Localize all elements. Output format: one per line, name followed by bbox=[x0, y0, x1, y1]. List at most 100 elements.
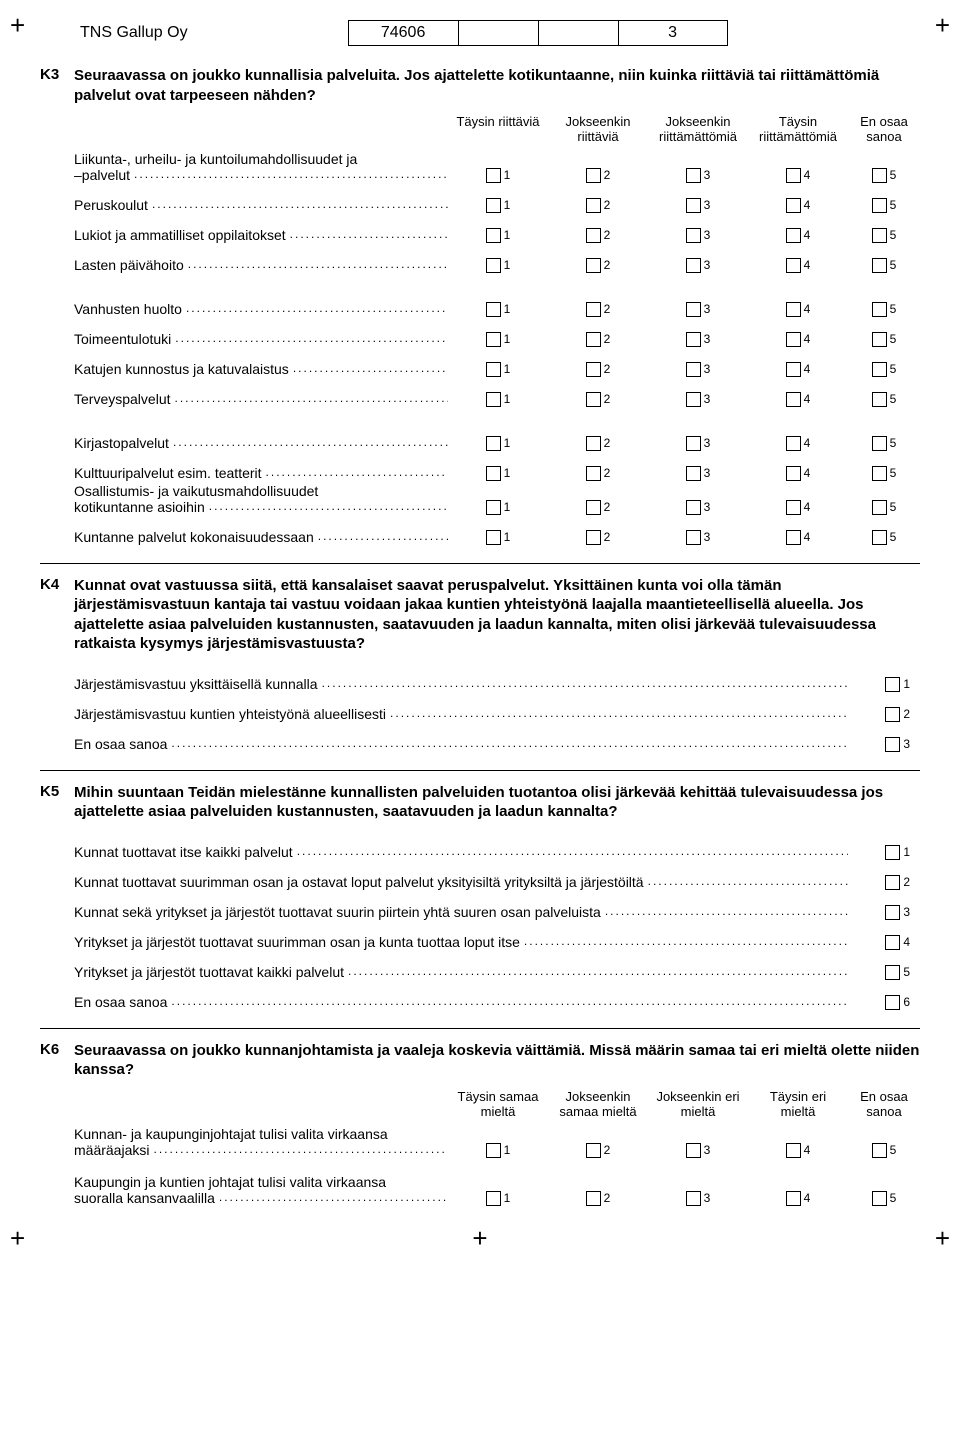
checkbox[interactable] bbox=[586, 168, 601, 183]
checkbox[interactable] bbox=[885, 965, 900, 980]
checkbox[interactable] bbox=[686, 362, 701, 377]
checkbox-number: 3 bbox=[704, 436, 711, 450]
checkbox[interactable] bbox=[872, 1143, 887, 1158]
checkbox[interactable] bbox=[586, 258, 601, 273]
checkbox[interactable] bbox=[686, 1191, 701, 1206]
checkbox[interactable] bbox=[786, 466, 801, 481]
checkbox[interactable] bbox=[486, 362, 501, 377]
checkbox[interactable] bbox=[872, 332, 887, 347]
checkbox[interactable] bbox=[486, 1143, 501, 1158]
matrix-cell: 1 bbox=[448, 466, 548, 481]
checkbox[interactable] bbox=[872, 362, 887, 377]
checkbox[interactable] bbox=[786, 168, 801, 183]
checkbox[interactable] bbox=[586, 228, 601, 243]
checkbox[interactable] bbox=[786, 302, 801, 317]
checkbox[interactable] bbox=[686, 332, 701, 347]
checkbox[interactable] bbox=[686, 258, 701, 273]
checkbox[interactable] bbox=[872, 500, 887, 515]
matrix-cell: 5 bbox=[848, 1143, 920, 1158]
checkbox[interactable] bbox=[486, 1191, 501, 1206]
checkbox[interactable] bbox=[486, 258, 501, 273]
checkbox-number: 5 bbox=[890, 392, 897, 406]
checkbox[interactable] bbox=[486, 436, 501, 451]
checkbox[interactable] bbox=[586, 500, 601, 515]
checkbox[interactable] bbox=[885, 905, 900, 920]
checkbox-number: 5 bbox=[903, 965, 910, 979]
checkbox[interactable] bbox=[872, 168, 887, 183]
checkbox[interactable] bbox=[586, 436, 601, 451]
checkbox[interactable] bbox=[486, 500, 501, 515]
checkbox[interactable] bbox=[486, 530, 501, 545]
checkbox-number: 2 bbox=[604, 332, 611, 346]
checkbox[interactable] bbox=[786, 530, 801, 545]
checkbox[interactable] bbox=[872, 436, 887, 451]
checkbox[interactable] bbox=[686, 392, 701, 407]
matrix-cell: 4 bbox=[748, 392, 848, 407]
checkbox[interactable] bbox=[486, 302, 501, 317]
checkbox[interactable] bbox=[786, 258, 801, 273]
checkbox[interactable] bbox=[586, 362, 601, 377]
checkbox[interactable] bbox=[872, 530, 887, 545]
checkbox[interactable] bbox=[686, 302, 701, 317]
checkbox[interactable] bbox=[586, 530, 601, 545]
checkbox[interactable] bbox=[686, 198, 701, 213]
checkbox[interactable] bbox=[586, 198, 601, 213]
matrix-cell: 2 bbox=[548, 530, 648, 545]
checkbox[interactable] bbox=[872, 228, 887, 243]
checkbox[interactable] bbox=[486, 392, 501, 407]
matrix-cell: 3 bbox=[648, 1191, 748, 1206]
checkbox-number: 2 bbox=[604, 1191, 611, 1205]
checkbox[interactable] bbox=[872, 258, 887, 273]
matrix-cell: 5 bbox=[848, 198, 920, 213]
checkbox[interactable] bbox=[786, 500, 801, 515]
checkbox[interactable] bbox=[586, 1143, 601, 1158]
checkbox-number: 2 bbox=[604, 362, 611, 376]
option-cell: 5 bbox=[848, 965, 920, 980]
checkbox[interactable] bbox=[686, 228, 701, 243]
checkbox[interactable] bbox=[872, 1191, 887, 1206]
checkbox-number: 1 bbox=[504, 228, 511, 242]
checkbox[interactable] bbox=[486, 198, 501, 213]
checkbox[interactable] bbox=[686, 168, 701, 183]
checkbox[interactable] bbox=[885, 677, 900, 692]
checkbox[interactable] bbox=[586, 1191, 601, 1206]
checkbox[interactable] bbox=[885, 707, 900, 722]
checkbox-number: 2 bbox=[604, 500, 611, 514]
checkbox[interactable] bbox=[786, 228, 801, 243]
checkbox[interactable] bbox=[686, 1143, 701, 1158]
checkbox[interactable] bbox=[686, 530, 701, 545]
checkbox[interactable] bbox=[686, 500, 701, 515]
checkbox[interactable] bbox=[586, 302, 601, 317]
checkbox[interactable] bbox=[786, 1143, 801, 1158]
crop-mark-br: + bbox=[935, 1223, 950, 1254]
checkbox[interactable] bbox=[786, 362, 801, 377]
checkbox[interactable] bbox=[586, 466, 601, 481]
checkbox[interactable] bbox=[872, 302, 887, 317]
checkbox[interactable] bbox=[486, 168, 501, 183]
checkbox[interactable] bbox=[586, 392, 601, 407]
checkbox-number: 5 bbox=[890, 362, 897, 376]
checkbox[interactable] bbox=[586, 332, 601, 347]
checkbox[interactable] bbox=[885, 995, 900, 1010]
checkbox[interactable] bbox=[786, 198, 801, 213]
checkbox[interactable] bbox=[486, 332, 501, 347]
matrix-cell: 3 bbox=[648, 392, 748, 407]
checkbox[interactable] bbox=[885, 875, 900, 890]
checkbox[interactable] bbox=[885, 845, 900, 860]
matrix-cell: 4 bbox=[748, 1191, 848, 1206]
checkbox[interactable] bbox=[885, 737, 900, 752]
checkbox[interactable] bbox=[786, 1191, 801, 1206]
checkbox[interactable] bbox=[885, 935, 900, 950]
checkbox[interactable] bbox=[686, 466, 701, 481]
matrix-row-label: Vanhusten huolto bbox=[74, 301, 448, 317]
checkbox[interactable] bbox=[872, 466, 887, 481]
checkbox[interactable] bbox=[686, 436, 701, 451]
checkbox[interactable] bbox=[872, 392, 887, 407]
checkbox-number: 5 bbox=[890, 302, 897, 316]
checkbox[interactable] bbox=[786, 436, 801, 451]
checkbox[interactable] bbox=[486, 228, 501, 243]
checkbox[interactable] bbox=[786, 332, 801, 347]
checkbox[interactable] bbox=[486, 466, 501, 481]
checkbox[interactable] bbox=[872, 198, 887, 213]
checkbox[interactable] bbox=[786, 392, 801, 407]
